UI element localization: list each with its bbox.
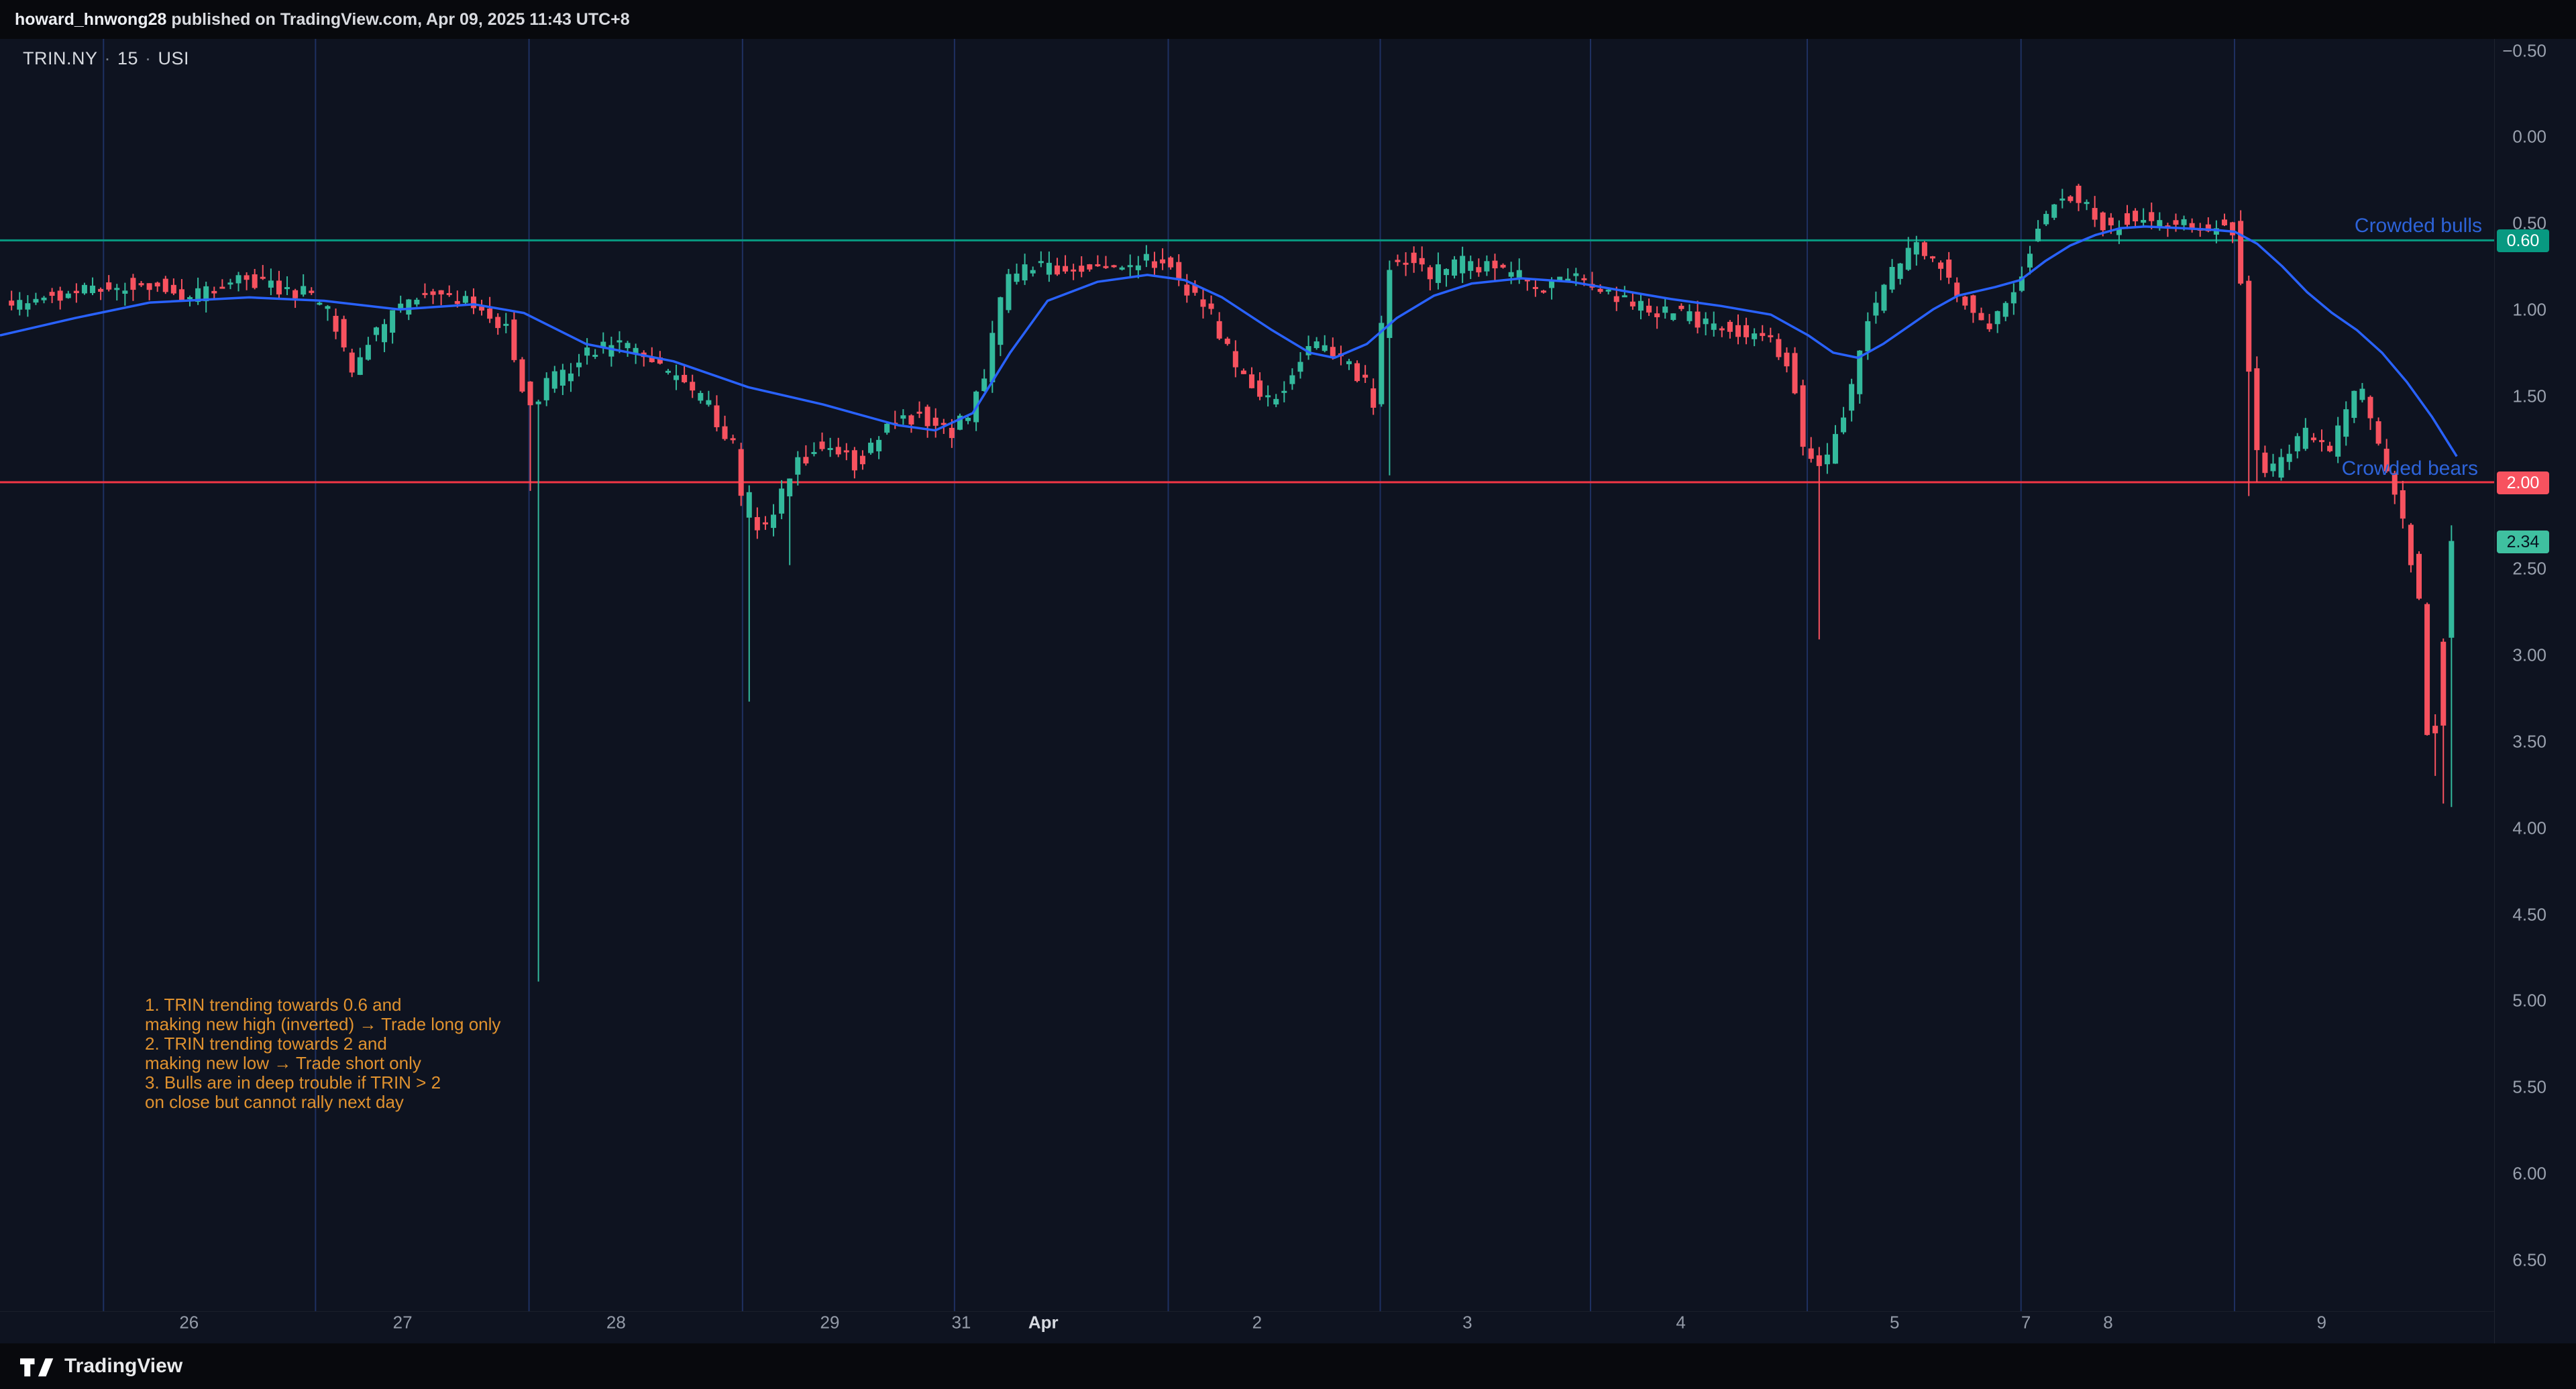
time-axis-label: 28 — [606, 1312, 626, 1333]
bull-level-price-badge: 0.60 — [2497, 229, 2549, 252]
price-axis-label: 2.50 — [2512, 558, 2546, 579]
strategy-note-line: 2. TRIN trending towards 2 and — [145, 1034, 387, 1054]
symbol-legend[interactable]: TRIN.NY · 15 · USI — [23, 48, 189, 69]
time-axis-label: 3 — [1462, 1312, 1472, 1333]
time-axis-label: Apr — [1028, 1312, 1059, 1333]
price-axis-label: 1.00 — [2512, 299, 2546, 320]
time-axis-label: 27 — [392, 1312, 413, 1333]
chart-background — [0, 39, 2576, 1343]
price-axis-label: 1.50 — [2512, 386, 2546, 406]
chart-canvas[interactable] — [0, 39, 2494, 1311]
strategy-note-line: making new low → Trade short only — [145, 1053, 421, 1073]
time-axis-label: 5 — [1889, 1312, 1900, 1333]
price-axis-label: 0.00 — [2512, 126, 2546, 147]
bear-level-price-badge: 2.00 — [2497, 471, 2549, 494]
tradingview-logo-icon — [20, 1358, 54, 1377]
price-axis-label: 3.50 — [2512, 731, 2546, 752]
price-axis-label: −0.50 — [2502, 40, 2546, 61]
price-axis-label: 5.00 — [2512, 990, 2546, 1011]
price-axis-label: 3.00 — [2512, 645, 2546, 665]
footer-bar: TradingView — [0, 1343, 2576, 1389]
time-axis-divider — [0, 1311, 2494, 1312]
time-axis-label: 2 — [1252, 1312, 1263, 1333]
tradingview-logo-link[interactable]: TradingView — [20, 1355, 182, 1378]
price-axis-label: 6.00 — [2512, 1163, 2546, 1184]
crowded-bears-label: Crowded bears — [2341, 457, 2478, 480]
ma-line — [0, 225, 2458, 457]
strategy-note-line: 1. TRIN trending towards 0.6 and — [145, 995, 402, 1015]
time-axis-label: 8 — [2103, 1312, 2113, 1333]
legend-separator-icon: · — [104, 48, 111, 68]
symbol-interval: 15 — [117, 48, 139, 68]
session-gridlines — [103, 39, 2235, 1311]
candlestick-series — [9, 184, 2455, 982]
strategy-note-line: on close but cannot rally next day — [145, 1092, 404, 1112]
crowded-bulls-label: Crowded bulls — [2354, 215, 2482, 237]
strategy-note-line: 3. Bulls are in deep trouble if TRIN > 2 — [145, 1072, 441, 1093]
strategy-notes: 1. TRIN trending towards 0.6 and making … — [145, 995, 500, 1112]
price-axis-label: 4.50 — [2512, 904, 2546, 925]
publisher-username: howard_hnwong28 — [15, 9, 167, 29]
legend-separator-icon: · — [145, 48, 152, 68]
time-axis-label: 9 — [2316, 1312, 2326, 1333]
publish-bar: howard_hnwong28 published on TradingView… — [0, 0, 2576, 39]
price-axis-divider — [2494, 39, 2495, 1343]
time-axis-label: 7 — [2021, 1312, 2031, 1333]
publish-info: published on TradingView.com, Apr 09, 20… — [166, 9, 630, 29]
time-axis-label: 26 — [179, 1312, 199, 1333]
price-axis-label: 5.50 — [2512, 1076, 2546, 1097]
strategy-note-line: making new high (inverted) → Trade long … — [145, 1014, 501, 1034]
price-axis-label: 4.00 — [2512, 818, 2546, 838]
last-price-badge: 2.34 — [2497, 531, 2549, 553]
symbol-name: TRIN.NY — [23, 48, 98, 68]
time-axis[interactable]: 26 27 28 29 31 Apr 2 3 4 5 7 8 9 — [0, 1307, 2494, 1340]
tradingview-wordmark: TradingView — [64, 1355, 183, 1377]
time-axis-label: 31 — [951, 1312, 971, 1333]
time-axis-label: 29 — [820, 1312, 840, 1333]
price-axis-label: 6.50 — [2512, 1249, 2546, 1270]
time-axis-label: 4 — [1676, 1312, 1686, 1333]
symbol-exchange: USI — [158, 48, 190, 68]
